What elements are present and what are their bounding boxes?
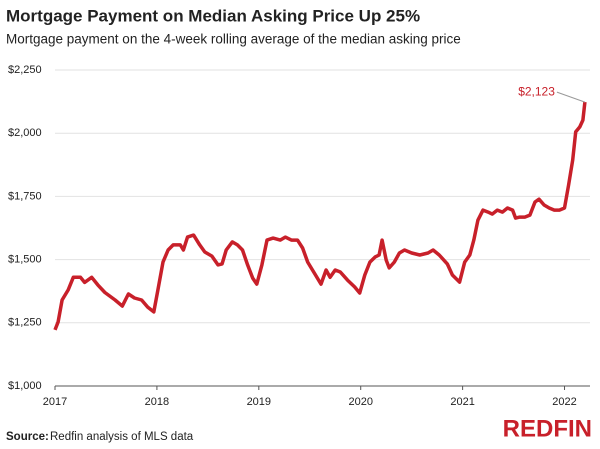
annotation-label: $2,123 [518,84,555,98]
annotation-leader [556,91,586,103]
chart-title: Mortgage Payment on Median Asking Price … [6,6,420,25]
y-tick-label: $1,500 [8,254,42,266]
y-tick-label: $1,250 [8,317,42,329]
x-tick-label: 2018 [145,396,169,408]
x-tick-label: 2020 [348,396,372,408]
x-tick-label: 2017 [43,396,67,408]
y-tick-label: $1,000 [8,380,42,392]
y-tick-label: $2,250 [8,64,42,76]
x-tick-label: 2022 [552,396,576,408]
y-tick-label: $1,750 [8,190,42,202]
y-tick-label: $2,000 [8,127,42,139]
logo: REDFIN [503,415,592,442]
source-label: Source: [6,431,49,443]
source-text: Redfin analysis of MLS data [50,431,194,443]
x-tick-label: 2021 [450,396,474,408]
x-tick-label: 2019 [247,396,271,408]
chart-subtitle: Mortgage payment on the 4-week rolling a… [6,32,461,47]
line-series [53,101,587,331]
